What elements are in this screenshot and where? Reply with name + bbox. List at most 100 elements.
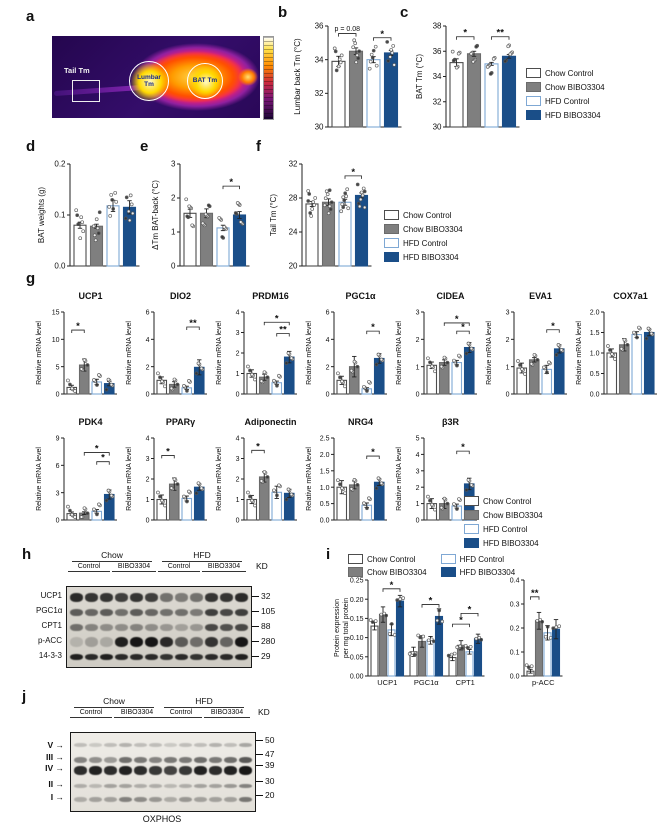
svg-text:1: 1 — [236, 497, 240, 504]
legend-panel-f: Chow Control Chow BIBO3304 HFD Control HFD … — [384, 210, 463, 262]
svg-text:*: * — [463, 28, 467, 39]
blot-protein-label: p-ACC — [37, 636, 62, 645]
lumbar-tm-label: Lumbar Tm — [137, 73, 161, 88]
chart-pacc-protein: 0.0 0.1 0.2 0.3 0.4 p-ACC ** — [498, 570, 570, 695]
svg-text:Relative mRNA level: Relative mRNA level — [306, 321, 313, 385]
blot-band — [119, 784, 132, 788]
svg-text:per mg total protein: per mg total protein — [343, 598, 350, 658]
blot-group-label: Chow — [72, 550, 152, 562]
blot-protein-label: CPT1 — [41, 621, 62, 630]
svg-text:1: 1 — [236, 371, 240, 378]
chart-pparg-mrna: PPARγ Relative mRNA level 0 1 2 3 4 * — [124, 414, 216, 531]
blot-band — [70, 654, 83, 660]
svg-text:3: 3 — [416, 310, 420, 317]
svg-text:Protein expression: Protein expression — [334, 599, 341, 657]
legend-item: Chow Control — [348, 554, 427, 564]
blot-kd-value: 39 — [265, 760, 275, 770]
svg-text:4: 4 — [326, 337, 330, 344]
blot-band — [70, 637, 83, 647]
svg-text:0.10: 0.10 — [350, 635, 364, 642]
legend-swatch — [384, 210, 399, 220]
svg-text:UCP1: UCP1 — [78, 291, 102, 301]
blot-band — [190, 654, 203, 660]
svg-text:*: * — [461, 322, 465, 333]
legend-panel-i: Chow Control Chow BIBO3304 HFD Control HFD … — [348, 554, 515, 577]
svg-text:32: 32 — [289, 160, 298, 169]
svg-text:p = 0.08: p = 0.08 — [335, 26, 361, 33]
blot-complex-label: IV → — [45, 763, 64, 773]
blot-band — [149, 765, 162, 775]
svg-text:CIDEA: CIDEA — [436, 291, 465, 301]
svg-text:2: 2 — [416, 337, 420, 344]
blot-band — [194, 784, 207, 788]
western-blot-h: Chow HFD Control BIBO3304 Control BIBO3304 KD U… — [36, 550, 316, 690]
svg-text:PDK4: PDK4 — [78, 417, 102, 427]
svg-text:*: * — [551, 321, 555, 332]
blot-band — [130, 623, 143, 631]
svg-text:1.0: 1.0 — [320, 485, 330, 492]
blot-kd-tick — [256, 781, 263, 783]
legend-swatch — [440, 554, 456, 564]
legend-swatch — [464, 538, 479, 548]
legend-label: Chow BIBO3304 — [545, 82, 605, 92]
blot-band — [164, 796, 177, 802]
blot-lane-label: BIBO3304 — [114, 709, 160, 718]
svg-text:β3R: β3R — [442, 417, 459, 427]
blot-band — [149, 784, 162, 788]
blot-band — [190, 623, 203, 631]
svg-text:Relative mRNA level: Relative mRNA level — [396, 447, 403, 511]
svg-text:2: 2 — [236, 477, 240, 484]
svg-text:2.0: 2.0 — [320, 452, 330, 459]
chart-adiponectin-mrna: Adiponectin Relative mRNA level 0 1 2 3 4 * — [214, 414, 306, 531]
legend-swatch — [440, 567, 456, 577]
svg-text:Adiponectin: Adiponectin — [245, 417, 297, 427]
svg-text:Relative mRNA level: Relative mRNA level — [216, 447, 223, 511]
chart-ucp1-mrna: UCP1 Relative mRNA level 0 5 10 15 * — [34, 288, 126, 405]
blot-band — [205, 592, 218, 602]
chart-cidea-mrna: CIDEA Relative mRNA level 0 1 2 3 * * — [394, 288, 486, 405]
svg-text:36: 36 — [315, 22, 324, 31]
panel-label-i: i — [326, 546, 331, 563]
blot-kd-tick — [256, 795, 263, 797]
svg-text:*: * — [390, 580, 394, 591]
blot-band — [175, 592, 188, 602]
svg-text:*: * — [76, 321, 80, 332]
legend-item: HFD Control — [440, 554, 516, 564]
blot-band — [115, 623, 128, 631]
blot-band — [164, 784, 177, 788]
blot-band — [85, 623, 98, 631]
blot-kd-value: 88 — [261, 621, 271, 631]
svg-text:10: 10 — [52, 337, 60, 344]
blot-band — [70, 608, 83, 616]
blot-band — [104, 765, 117, 775]
blot-band — [224, 784, 237, 788]
blot-caption: OXPHOS — [142, 814, 182, 824]
svg-text:*: * — [166, 446, 170, 457]
panel-label-g: g — [26, 270, 36, 287]
svg-text:0.5: 0.5 — [320, 501, 330, 508]
blot-band — [224, 765, 237, 775]
svg-text:Relative mRNA level: Relative mRNA level — [126, 447, 133, 511]
blot-band — [130, 637, 143, 647]
legend-label: HFD Control — [545, 96, 590, 106]
svg-text:0.0: 0.0 — [54, 262, 66, 271]
blot-band — [145, 623, 158, 631]
svg-text:4: 4 — [146, 436, 150, 443]
svg-text:0.3: 0.3 — [510, 602, 520, 609]
svg-text:0: 0 — [56, 518, 60, 525]
chart-cox7a1-mrna: COX7a1 Relative mRNA level 0.0 0.5 1.0 1.5 2.0 — [574, 288, 666, 405]
svg-text:0: 0 — [56, 392, 60, 399]
panel-label-e: e — [140, 138, 149, 155]
svg-text:**: ** — [279, 325, 287, 336]
blot-band — [70, 623, 83, 631]
svg-text:*: * — [95, 444, 99, 455]
blot-band — [205, 623, 218, 631]
blot-band — [145, 637, 158, 647]
blot-kd-value: 50 — [265, 735, 275, 745]
blot-band — [160, 637, 173, 647]
svg-text:Relative mRNA level: Relative mRNA level — [126, 321, 133, 385]
blot-kd-tick — [256, 765, 263, 767]
legend-label: Chow BIBO3304 — [367, 567, 427, 577]
blot-lane-label: Control — [68, 563, 110, 572]
blot-band — [134, 743, 147, 747]
